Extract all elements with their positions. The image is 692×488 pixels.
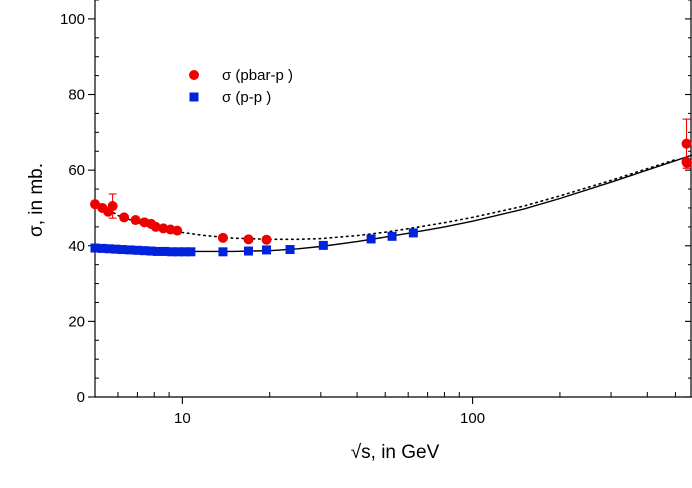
point-p-p — [139, 246, 149, 256]
point-p-p — [125, 245, 135, 255]
point-p-p — [152, 246, 162, 256]
point-pbar-p — [261, 234, 272, 245]
point-pbar-p — [681, 138, 692, 149]
point-p-p — [285, 245, 295, 255]
fit-curves — [94, 154, 692, 253]
y-tick-label: 0 — [77, 389, 85, 406]
point-p-p — [243, 246, 253, 256]
curve-fit-pbarp — [94, 158, 677, 241]
point-p-p — [97, 243, 107, 253]
point-p-p — [408, 228, 418, 238]
point-p-p — [104, 244, 114, 254]
point-p-p — [111, 244, 121, 254]
point-p-p — [90, 243, 100, 253]
point-p-p — [387, 231, 397, 241]
y-tick-label: 20 — [68, 313, 85, 330]
point-pbar-p — [172, 225, 183, 236]
data-points — [90, 138, 692, 257]
y-tick-label: 100 — [60, 11, 85, 28]
y-tick-label: 80 — [68, 87, 85, 104]
point-p-p — [262, 245, 272, 255]
point-pbar-p — [217, 232, 228, 243]
point-p-p — [146, 246, 156, 256]
curve-fit-pp — [94, 154, 692, 253]
point-pbar-p — [107, 201, 118, 212]
point-p-p — [186, 247, 196, 257]
point-pbar-p — [90, 199, 100, 210]
legend-marker-circle — [189, 70, 199, 80]
axis-ticks — [88, 0, 691, 404]
legend-label: σ (p-p ) — [222, 89, 271, 106]
point-pbar-p — [130, 215, 141, 226]
legend-marker-square — [189, 92, 199, 102]
point-pbar-p — [119, 212, 130, 223]
x-tick-label: 10 — [174, 410, 191, 427]
x-tick-label: 100 — [460, 410, 485, 427]
point-p-p — [117, 245, 127, 255]
point-p-p — [132, 245, 142, 255]
y-axis-title: σ, in mb. — [26, 163, 47, 237]
y-tick-label: 60 — [68, 162, 85, 179]
plot-frame — [94, 0, 692, 398]
point-p-p — [160, 246, 170, 256]
point-p-p — [218, 247, 228, 257]
point-pbar-p — [150, 221, 161, 232]
point-pbar-p — [243, 234, 254, 245]
y-tick-label: 40 — [68, 238, 85, 255]
point-pbar-p — [681, 157, 692, 168]
legend: σ (pbar-p ) σ (p-p ) — [189, 67, 293, 106]
x-axis-title: √s, in GeV — [351, 442, 440, 463]
error-bars — [108, 118, 691, 219]
point-p-p — [167, 247, 177, 257]
point-p-p — [174, 247, 184, 257]
point-p-p — [318, 240, 328, 250]
axis-tick-labels: 02040608010010100100010000 — [60, 11, 485, 427]
point-p-p — [180, 247, 190, 257]
point-p-p — [366, 234, 376, 244]
legend-label: σ (pbar-p ) — [222, 67, 293, 84]
